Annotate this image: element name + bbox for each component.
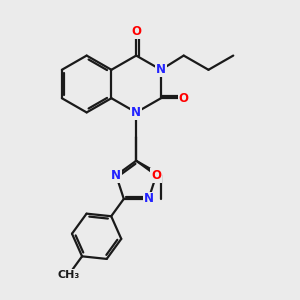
Text: N: N bbox=[144, 192, 154, 206]
Text: N: N bbox=[156, 63, 166, 76]
Text: N: N bbox=[111, 169, 121, 182]
Text: CH₃: CH₃ bbox=[57, 270, 80, 280]
Text: O: O bbox=[179, 92, 189, 105]
Text: O: O bbox=[131, 25, 141, 38]
Text: O: O bbox=[151, 169, 161, 182]
Text: N: N bbox=[131, 106, 141, 119]
